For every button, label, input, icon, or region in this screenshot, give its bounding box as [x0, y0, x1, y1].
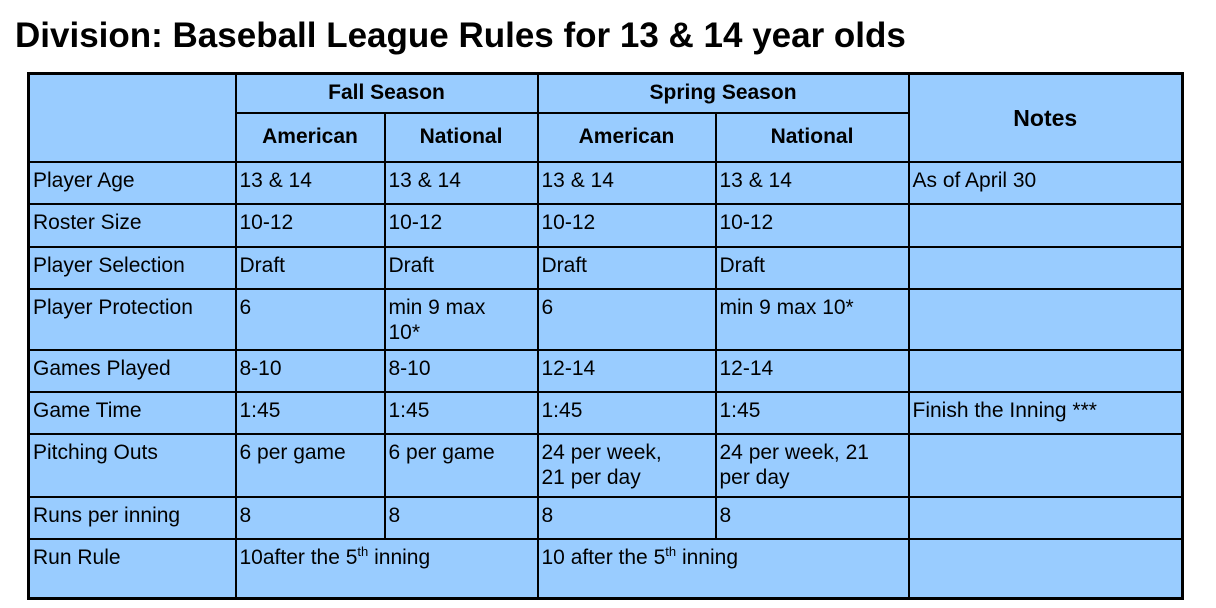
- cell-game-time-fall-national: 1:45: [383, 390, 539, 435]
- cell-player-selection-fall-american: Draft: [234, 245, 386, 290]
- col-header-spring-national: National: [714, 111, 910, 163]
- header-row-seasons: Fall Season Spring Season Notes: [27, 72, 1184, 163]
- cell-player-selection-spring-national: Draft: [714, 245, 910, 290]
- cell-runs-per-inning-spring-national: 8: [714, 495, 910, 540]
- run-rule-fall-text: 10after the 5: [239, 545, 358, 569]
- cell-player-age-spring-national: 13 & 14: [714, 160, 910, 205]
- cell-roster-size-fall-american: 10-12: [234, 202, 386, 248]
- cell-games-played-spring-american: 12-14: [536, 348, 717, 393]
- cell-game-time-spring-american: 1:45: [536, 390, 717, 435]
- cell-pitching-outs-notes: [907, 432, 1184, 498]
- run-rule-spring-text-suffix: inning: [676, 545, 738, 569]
- table-row-player-age: Player Age 13 & 14 13 & 14 13 & 14 13 & …: [27, 160, 1184, 205]
- run-rule-spring-ordinal: th: [665, 543, 677, 559]
- cell-player-selection-spring-american: Draft: [536, 245, 717, 290]
- cell-runs-per-inning-fall-national: 8: [383, 495, 539, 540]
- cell-run-rule-spring: 10 after the 5th inning: [536, 537, 910, 600]
- cell-roster-size-fall-national: 10-12: [383, 202, 539, 248]
- cell-player-age-fall-american: 13 & 14: [234, 160, 386, 205]
- cell-games-played-fall-american: 8-10: [234, 348, 386, 393]
- cell-roster-size-notes: [907, 202, 1184, 248]
- row-label-player-age: Player Age: [27, 160, 237, 205]
- table-row-player-protection: Player Protection 6 min 9 max 10* 6 min …: [27, 287, 1184, 351]
- cell-player-selection-notes: [907, 245, 1184, 290]
- cell-run-rule-fall: 10after the 5th inning: [234, 537, 539, 600]
- cell-player-protection-spring-american: 6: [536, 287, 717, 351]
- col-header-fall-national: National: [383, 111, 539, 163]
- row-label-run-rule: Run Rule: [27, 537, 237, 600]
- table-row-player-selection: Player Selection Draft Draft Draft Draft: [27, 245, 1184, 290]
- cell-player-protection-notes: [907, 287, 1184, 351]
- cell-pitching-outs-spring-american: 24 per week, 21 per day: [536, 432, 717, 498]
- cell-games-played-fall-national: 8-10: [383, 348, 539, 393]
- row-label-player-protection: Player Protection: [27, 287, 237, 351]
- cell-games-played-notes: [907, 348, 1184, 393]
- cell-game-time-notes: Finish the Inning ***: [907, 390, 1184, 435]
- cell-pitching-outs-fall-national: 6 per game: [383, 432, 539, 498]
- cell-player-age-spring-american: 13 & 14: [536, 160, 717, 205]
- col-header-notes: Notes: [907, 72, 1184, 163]
- cell-roster-size-spring-national: 10-12: [714, 202, 910, 248]
- cell-runs-per-inning-notes: [907, 495, 1184, 540]
- cell-game-time-fall-american: 1:45: [234, 390, 386, 435]
- cell-games-played-spring-national: 12-14: [714, 348, 910, 393]
- cell-player-age-fall-national: 13 & 14: [383, 160, 539, 205]
- cell-player-age-notes: As of April 30: [907, 160, 1184, 205]
- cell-player-protection-spring-national: min 9 max 10*: [714, 287, 910, 351]
- row-label-games-played: Games Played: [27, 348, 237, 393]
- col-header-fall-american: American: [234, 111, 386, 163]
- table-row-game-time: Game Time 1:45 1:45 1:45 1:45 Finish the…: [27, 390, 1184, 435]
- table-row-pitching-outs: Pitching Outs 6 per game 6 per game 24 p…: [27, 432, 1184, 498]
- col-header-spring-season: Spring Season: [536, 72, 910, 114]
- cell-pitching-outs-spring-national: 24 per week, 21 per day: [714, 432, 910, 498]
- table-row-roster-size: Roster Size 10-12 10-12 10-12 10-12: [27, 202, 1184, 248]
- row-label-player-selection: Player Selection: [27, 245, 237, 290]
- cell-runs-per-inning-spring-american: 8: [536, 495, 717, 540]
- row-label-pitching-outs: Pitching Outs: [27, 432, 237, 498]
- rules-table: Fall Season Spring Season Notes American…: [27, 72, 1184, 600]
- run-rule-fall-ordinal: th: [357, 543, 369, 559]
- cell-run-rule-notes: [907, 537, 1184, 600]
- cell-runs-per-inning-fall-american: 8: [234, 495, 386, 540]
- table-row-run-rule: Run Rule 10after the 5th inning 10 after…: [27, 537, 1184, 600]
- header-row-leagues: American National American National: [29, 111, 1183, 163]
- cell-pitching-outs-fall-american: 6 per game: [234, 432, 386, 498]
- page-title: Division: Baseball League Rules for 13 &…: [15, 16, 906, 55]
- cell-player-protection-fall-national: min 9 max 10*: [383, 287, 539, 351]
- cell-player-selection-fall-national: Draft: [383, 245, 539, 290]
- run-rule-spring-text: 10 after the 5: [541, 545, 666, 569]
- row-label-runs-per-inning: Runs per inning: [27, 495, 237, 540]
- cell-roster-size-spring-american: 10-12: [536, 202, 717, 248]
- col-header-fall-season: Fall Season: [234, 72, 539, 114]
- cell-game-time-spring-national: 1:45: [714, 390, 910, 435]
- row-label-game-time: Game Time: [27, 390, 237, 435]
- table-row-games-played: Games Played 8-10 8-10 12-14 12-14: [27, 348, 1184, 393]
- cell-player-protection-fall-american: 6: [234, 287, 386, 351]
- row-label-roster-size: Roster Size: [27, 202, 237, 248]
- corner-cell: [27, 72, 237, 163]
- table-row-runs-per-inning: Runs per inning 8 8 8 8: [27, 495, 1184, 540]
- col-header-spring-american: American: [536, 111, 717, 163]
- run-rule-fall-text-suffix: inning: [368, 545, 431, 569]
